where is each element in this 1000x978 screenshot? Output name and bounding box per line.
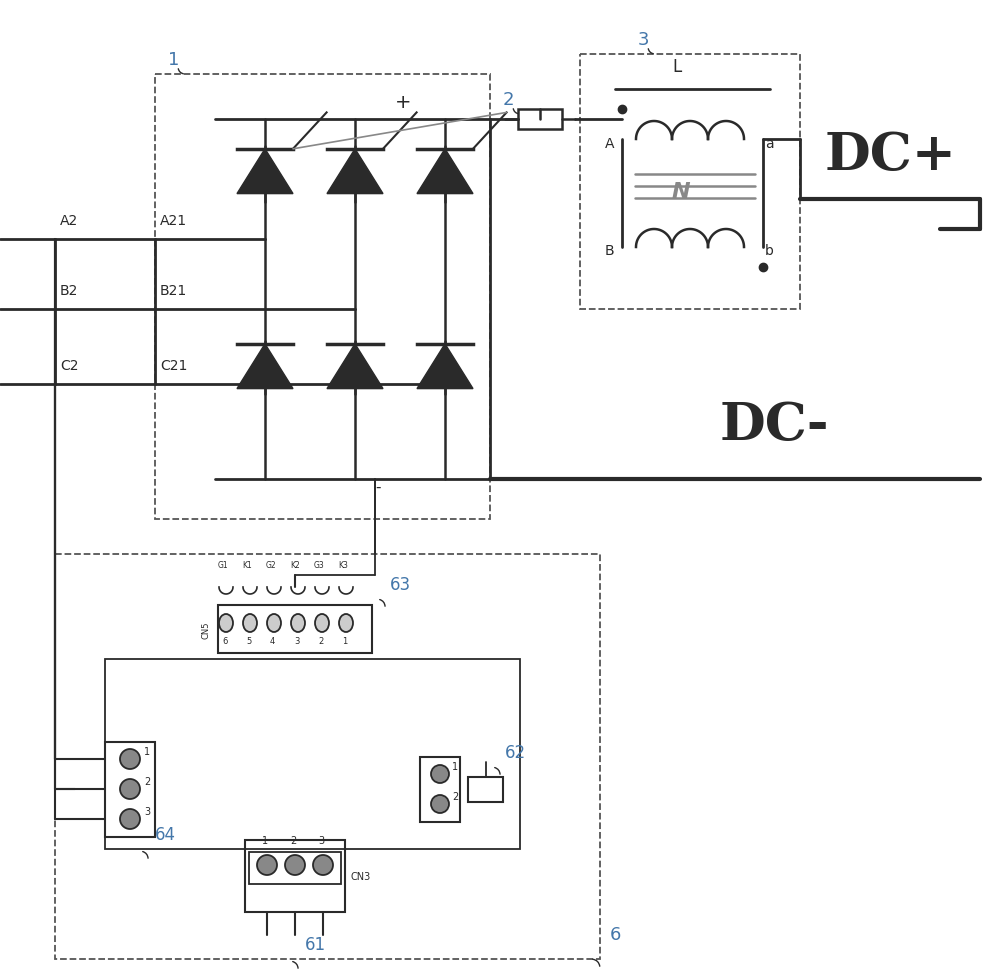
Ellipse shape	[339, 614, 353, 633]
Text: B21: B21	[160, 284, 187, 297]
Polygon shape	[327, 344, 383, 389]
Text: 6: 6	[610, 925, 621, 943]
Text: 1: 1	[144, 746, 150, 756]
Text: DC-: DC-	[720, 400, 830, 451]
Circle shape	[431, 765, 449, 783]
Ellipse shape	[243, 614, 257, 633]
Text: 5: 5	[246, 637, 251, 645]
Text: 62: 62	[505, 743, 526, 761]
Bar	[580, 55, 800, 310]
Bar	[155, 75, 490, 519]
Text: G2: G2	[266, 560, 277, 569]
Circle shape	[285, 855, 305, 875]
Text: C21: C21	[160, 359, 187, 373]
Bar	[245, 840, 345, 911]
Text: CN5: CN5	[201, 621, 210, 638]
Polygon shape	[417, 344, 473, 389]
Circle shape	[120, 779, 140, 799]
Text: 64: 64	[155, 825, 176, 843]
Text: 1: 1	[262, 835, 268, 845]
Text: B: B	[605, 244, 615, 258]
Text: K2: K2	[290, 560, 300, 569]
Text: G3: G3	[314, 560, 325, 569]
Bar	[518, 110, 562, 130]
Bar	[218, 605, 372, 653]
Text: K1: K1	[242, 560, 252, 569]
Bar	[105, 741, 155, 836]
Text: G1: G1	[218, 560, 229, 569]
Polygon shape	[237, 150, 293, 195]
Text: 61: 61	[305, 935, 326, 953]
Text: A2: A2	[60, 214, 78, 228]
Bar	[105, 659, 520, 849]
Text: 1: 1	[452, 761, 458, 772]
Text: 2: 2	[318, 637, 323, 645]
Text: N: N	[672, 182, 691, 201]
Bar	[420, 757, 460, 822]
Text: 2: 2	[144, 777, 150, 786]
Ellipse shape	[219, 614, 233, 633]
Text: 1: 1	[342, 637, 347, 645]
Bar	[55, 555, 600, 959]
Ellipse shape	[315, 614, 329, 633]
Text: 3: 3	[294, 637, 299, 645]
Text: 6: 6	[222, 637, 227, 645]
Text: b: b	[765, 244, 774, 258]
Circle shape	[120, 749, 140, 770]
Text: B2: B2	[60, 284, 78, 297]
Polygon shape	[327, 150, 383, 195]
Text: 2: 2	[290, 835, 296, 845]
Ellipse shape	[267, 614, 281, 633]
Text: 3: 3	[144, 806, 150, 817]
Text: -: -	[375, 479, 381, 495]
Circle shape	[431, 795, 449, 813]
Text: L: L	[672, 58, 681, 76]
Text: 2: 2	[452, 791, 458, 801]
Text: 4: 4	[270, 637, 275, 645]
Ellipse shape	[291, 614, 305, 633]
Text: 1: 1	[168, 51, 179, 68]
Text: DC+: DC+	[825, 130, 957, 181]
Text: 2: 2	[503, 91, 514, 109]
Text: CN3: CN3	[350, 871, 370, 881]
Text: C2: C2	[60, 359, 79, 373]
Circle shape	[120, 809, 140, 829]
Circle shape	[257, 855, 277, 875]
Text: +: +	[395, 93, 412, 111]
Circle shape	[313, 855, 333, 875]
Bar	[249, 852, 341, 884]
Text: A: A	[605, 137, 614, 151]
Text: a: a	[765, 137, 774, 151]
Text: 3: 3	[318, 835, 324, 845]
Polygon shape	[417, 150, 473, 195]
Bar	[468, 777, 503, 802]
Text: 63: 63	[390, 575, 411, 594]
Text: K3: K3	[338, 560, 348, 569]
Text: A21: A21	[160, 214, 187, 228]
Text: 3: 3	[638, 31, 650, 49]
Polygon shape	[237, 344, 293, 389]
